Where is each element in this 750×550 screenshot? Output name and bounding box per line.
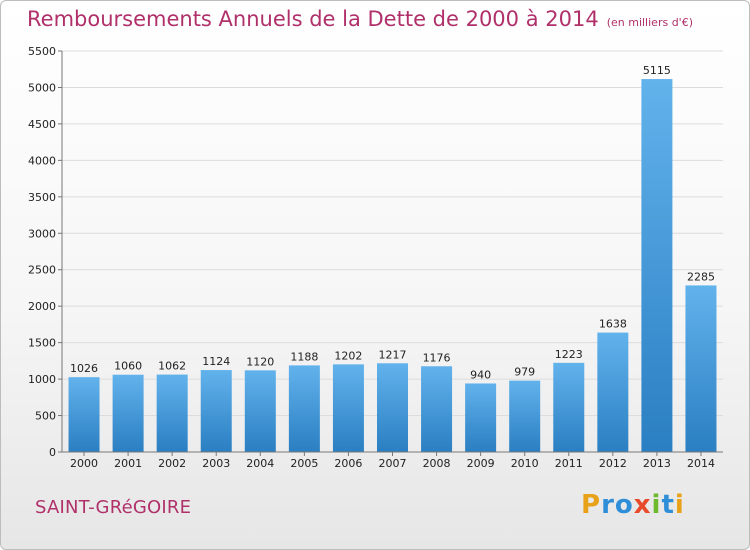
bar xyxy=(685,285,717,452)
x-tick-label: 2006 xyxy=(334,457,362,470)
x-tick-label: 2007 xyxy=(379,457,407,470)
data-label: 1026 xyxy=(70,362,98,375)
data-label: 1217 xyxy=(379,348,407,361)
logo-letter: r xyxy=(601,490,615,520)
data-label: 1176 xyxy=(423,351,451,364)
data-label: 979 xyxy=(514,366,535,379)
logo-letter: t xyxy=(661,490,675,520)
x-tick-label: 2012 xyxy=(599,457,627,470)
data-label: 2285 xyxy=(687,270,715,283)
bar xyxy=(68,377,100,452)
logo-letter: i xyxy=(674,490,685,520)
data-label: 940 xyxy=(470,368,491,381)
data-label: 1638 xyxy=(599,318,627,331)
x-tick-label: 2004 xyxy=(246,457,274,470)
bar xyxy=(553,362,585,452)
y-tick-label: 0 xyxy=(49,446,56,459)
data-label: 5115 xyxy=(643,64,671,77)
x-tick-label: 2003 xyxy=(202,457,230,470)
y-tick-label: 5500 xyxy=(28,45,56,58)
x-tick-label: 2002 xyxy=(158,457,186,470)
data-label: 1188 xyxy=(290,350,318,363)
x-tick-label: 2001 xyxy=(114,457,142,470)
x-tick-label: 2008 xyxy=(423,457,451,470)
data-label: 1223 xyxy=(555,348,583,361)
bar xyxy=(597,332,629,452)
bar xyxy=(332,364,364,452)
bar xyxy=(421,366,453,452)
logo-letter: P xyxy=(581,490,602,520)
proxiti-logo: Proxiti xyxy=(581,490,685,520)
y-tick-label: 1000 xyxy=(28,373,56,386)
data-label: 1124 xyxy=(202,355,230,368)
y-tick-label: 5000 xyxy=(28,81,56,94)
commune-name: SAINT-GRéGOIRE xyxy=(35,497,192,518)
bar xyxy=(288,365,320,452)
y-tick-label: 2000 xyxy=(28,300,56,313)
bar xyxy=(200,370,232,452)
x-tick-label: 2013 xyxy=(643,457,671,470)
x-tick-label: 2005 xyxy=(290,457,318,470)
x-tick-label: 2009 xyxy=(467,457,495,470)
data-label: 1060 xyxy=(114,360,142,373)
x-tick-label: 2014 xyxy=(687,457,715,470)
chart-title-text: Remboursements Annuels de la Dette de 20… xyxy=(27,7,599,31)
bar xyxy=(641,79,673,452)
x-tick-label: 2000 xyxy=(70,457,98,470)
y-tick-label: 500 xyxy=(35,410,56,423)
bar xyxy=(377,363,408,452)
y-tick-label: 1500 xyxy=(28,337,56,350)
logo-letter: x xyxy=(633,490,652,520)
y-tick-label: 3500 xyxy=(28,191,56,204)
y-tick-label: 3000 xyxy=(28,227,56,240)
y-tick-label: 4500 xyxy=(28,118,56,131)
x-tick-label: 2011 xyxy=(555,457,583,470)
bar xyxy=(244,370,276,452)
chart-title: Remboursements Annuels de la Dette de 20… xyxy=(27,7,693,31)
data-label: 1120 xyxy=(246,355,274,368)
chart-unit: (en milliers d'€) xyxy=(606,16,693,29)
data-label: 1062 xyxy=(158,360,186,373)
y-tick-label: 4000 xyxy=(28,154,56,167)
logo-letter: o xyxy=(614,490,634,520)
bar xyxy=(112,374,144,452)
bar xyxy=(465,383,497,452)
logo-letter: i xyxy=(651,490,662,520)
data-label: 1202 xyxy=(334,349,362,362)
x-tick-label: 2010 xyxy=(511,457,539,470)
y-tick-label: 2500 xyxy=(28,264,56,277)
bar xyxy=(509,380,541,452)
bar xyxy=(156,374,188,452)
